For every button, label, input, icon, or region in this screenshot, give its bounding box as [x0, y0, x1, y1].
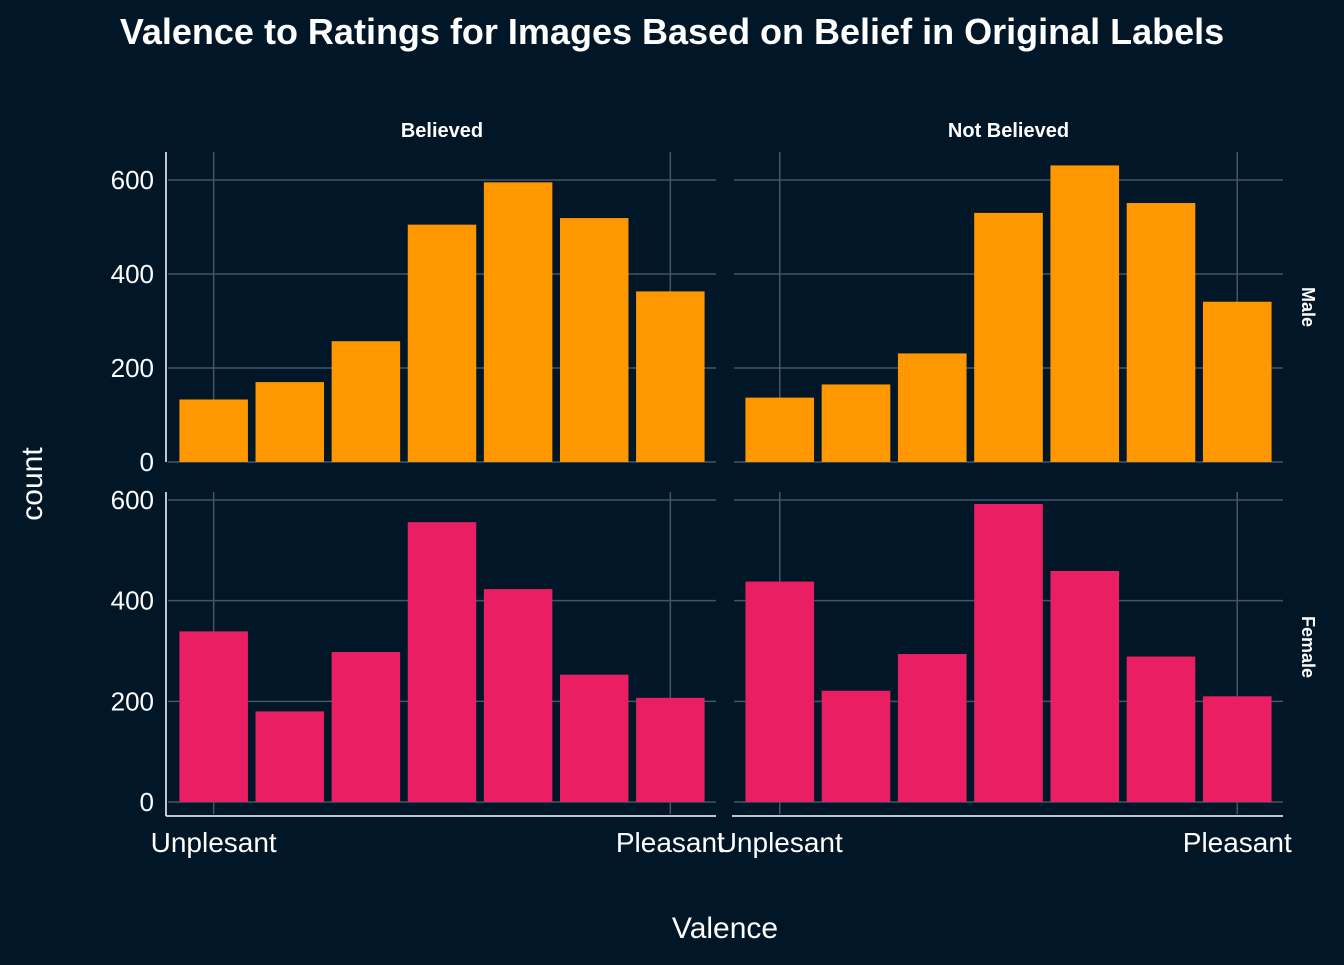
bar: [1126, 203, 1196, 462]
bar: [1202, 696, 1272, 802]
bar: [897, 353, 967, 462]
bar: [331, 341, 401, 462]
bar: [255, 382, 325, 462]
y-tick-label: 0: [140, 447, 154, 477]
bar: [974, 212, 1043, 462]
bar: [255, 711, 325, 802]
y-tick-label: 600: [111, 485, 154, 515]
panel-male-not-believed: Not Believed Male: [734, 120, 1318, 463]
bar: [821, 384, 891, 462]
bar: [483, 589, 553, 802]
bar: [1202, 301, 1272, 462]
y-axis-label: count: [16, 447, 49, 521]
facet-column-label: Believed: [401, 120, 483, 142]
x-tick-label: Pleasant: [616, 827, 725, 858]
y-tick-label: 400: [111, 586, 154, 616]
bar: [974, 504, 1043, 802]
x-tick-label: Unplesant: [717, 827, 843, 858]
chart-title: Valence to Ratings for Images Based on B…: [120, 11, 1224, 52]
bar: [636, 697, 705, 802]
y-tick-label: 200: [111, 353, 154, 383]
facet-column-label: Not Believed: [948, 120, 1069, 142]
bar: [745, 581, 815, 802]
bar: [179, 631, 248, 802]
bar: [559, 218, 629, 462]
y-tick-label: 400: [111, 259, 154, 289]
facet-row-label: Female: [1298, 616, 1318, 678]
bar: [483, 182, 553, 462]
x-tick-label: Pleasant: [1183, 827, 1292, 858]
bar: [745, 397, 815, 462]
bar: [821, 690, 891, 802]
bar: [407, 522, 477, 802]
bar: [1050, 570, 1120, 802]
bar: [559, 674, 629, 802]
bar: [1126, 656, 1196, 802]
panel-female-not-believed: Unplesant Pleasant Female: [717, 492, 1318, 858]
panels-layer: 0 200 400 600 Believed Not Believed Male 0 200 40…: [111, 120, 1318, 858]
x-axis-label: Valence: [672, 912, 778, 945]
bar: [331, 652, 401, 802]
bar: [636, 291, 705, 462]
y-tick-label: 200: [111, 686, 154, 716]
panel-female-believed: 0 200 400 600 Unplesant Pleasant: [111, 485, 725, 858]
bar: [407, 224, 477, 462]
facet-row-label: Male: [1298, 287, 1318, 327]
x-tick-label: Unplesant: [151, 827, 277, 858]
y-tick-label: 600: [111, 165, 154, 195]
y-tick-label: 0: [140, 787, 154, 817]
bar: [179, 399, 248, 462]
bar: [1050, 165, 1120, 462]
panel-male-believed: 0 200 400 600 Believed: [111, 120, 716, 477]
bar: [897, 654, 967, 802]
